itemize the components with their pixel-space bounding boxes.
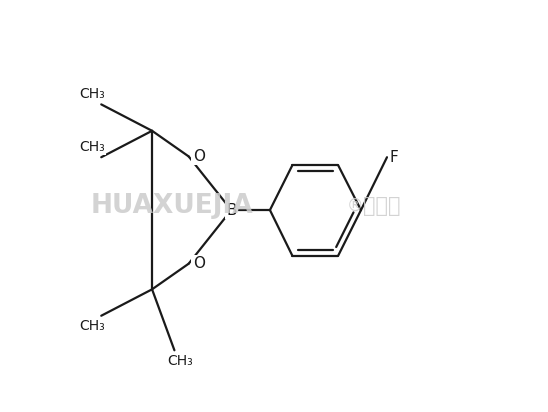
Text: CH₃: CH₃ [79,319,105,333]
Text: 化学加: 化学加 [363,196,401,216]
Text: F: F [390,150,399,165]
Text: CH₃: CH₃ [167,354,192,368]
Text: O: O [193,149,205,164]
Text: O: O [193,256,205,271]
Text: B: B [226,203,237,218]
Text: ®: ® [347,197,364,215]
Text: CH₃: CH₃ [79,87,105,101]
Text: CH₃: CH₃ [79,140,105,154]
Text: HUAXUEJIA: HUAXUEJIA [91,193,254,219]
